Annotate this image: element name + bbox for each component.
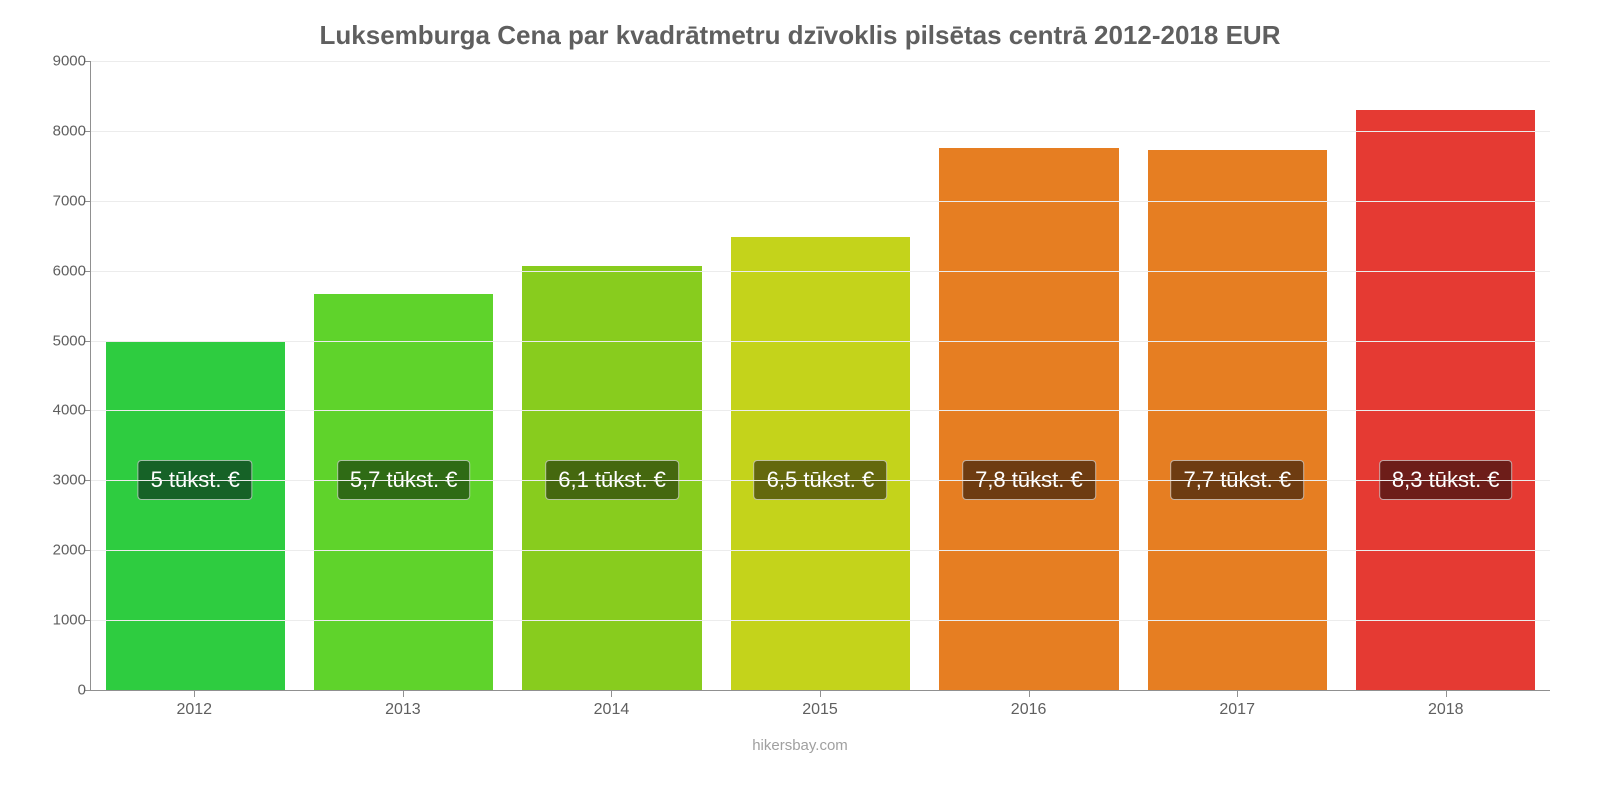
x-tick: 2013 [299,691,508,731]
x-tick: 2015 [716,691,925,731]
x-tick-mark [1237,691,1238,697]
x-tick: 2017 [1133,691,1342,731]
x-tick-label: 2015 [716,701,925,719]
bar [1148,150,1327,690]
y-tick-label: 7000 [36,192,86,209]
x-tick-label: 2016 [924,701,1133,719]
bar-slot: 6,1 tūkst. € [508,61,716,690]
bar-slot: 7,8 tūkst. € [925,61,1133,690]
bar-slot: 8,3 tūkst. € [1342,61,1550,690]
plot-wrap: 5 tūkst. €5,7 tūkst. €6,1 tūkst. €6,5 tū… [90,61,1550,731]
grid-line [91,131,1550,132]
bar-slot: 6,5 tūkst. € [716,61,924,690]
chart-footer: hikersbay.com [30,737,1570,754]
x-tick-label: 2017 [1133,701,1342,719]
bar-slot: 7,7 tūkst. € [1133,61,1341,690]
x-tick-mark [1446,691,1447,697]
x-tick-mark [194,691,195,697]
bar [106,341,285,690]
x-tick-mark [1029,691,1030,697]
x-tick: 2014 [507,691,716,731]
bar [1356,110,1535,690]
x-tick-label: 2014 [507,701,716,719]
plot-area: 5 tūkst. €5,7 tūkst. €6,1 tūkst. €6,5 tū… [90,61,1550,691]
chart-container: Luksemburga Cena par kvadrātmetru dzīvok… [0,0,1600,800]
y-tick-label: 3000 [36,472,86,489]
x-tick: 2016 [924,691,1133,731]
grid-line [91,201,1550,202]
x-tick-mark [611,691,612,697]
x-tick-label: 2018 [1341,701,1550,719]
y-tick-label: 5000 [36,332,86,349]
chart-title: Luksemburga Cena par kvadrātmetru dzīvok… [30,20,1570,51]
y-tick-label: 8000 [36,122,86,139]
x-tick-mark [820,691,821,697]
bars-group: 5 tūkst. €5,7 tūkst. €6,1 tūkst. €6,5 tū… [91,61,1550,690]
grid-line [91,550,1550,551]
y-tick-label: 2000 [36,542,86,559]
x-tick-label: 2013 [299,701,508,719]
grid-line [91,61,1550,62]
y-tick-label: 4000 [36,402,86,419]
x-tick-label: 2012 [90,701,299,719]
y-tick-label: 6000 [36,262,86,279]
x-axis: 2012201320142015201620172018 [90,691,1550,731]
y-tick-label: 9000 [36,53,86,70]
bar [939,148,1118,690]
grid-line [91,480,1550,481]
grid-line [91,271,1550,272]
grid-line [91,410,1550,411]
y-tick-label: 0 [36,682,86,699]
grid-line [91,341,1550,342]
x-tick-mark [403,691,404,697]
x-tick: 2018 [1341,691,1550,731]
x-tick: 2012 [90,691,299,731]
bar-slot: 5 tūkst. € [91,61,299,690]
bar-slot: 5,7 tūkst. € [299,61,507,690]
y-tick-label: 1000 [36,612,86,629]
grid-line [91,620,1550,621]
